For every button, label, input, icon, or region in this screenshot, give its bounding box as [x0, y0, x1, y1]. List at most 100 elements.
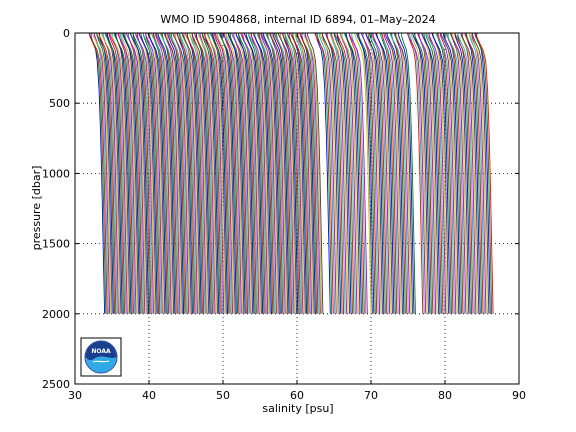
profile-line: [208, 32, 223, 314]
profile-line: [107, 32, 123, 314]
profile-line: [91, 32, 112, 314]
profile-line: [271, 32, 287, 314]
profile-lines: [88, 32, 494, 314]
profile-line: [262, 32, 281, 314]
profile-line: [314, 32, 334, 314]
profile-line: [113, 32, 133, 314]
profile-line: [442, 32, 458, 314]
profile-line: [375, 32, 395, 314]
profile-line: [299, 32, 319, 314]
profile-line: [153, 32, 170, 314]
profile-line: [181, 32, 200, 314]
y-tick-label: 2500: [42, 378, 70, 391]
profile-line: [409, 32, 425, 314]
profile-line: [201, 32, 221, 314]
profile-line: [260, 32, 277, 314]
profile-line: [435, 32, 455, 314]
profile-line: [425, 32, 442, 314]
profile-line: [98, 32, 117, 314]
profile-line: [469, 32, 485, 314]
profile-line: [245, 32, 262, 314]
profile-line: [284, 32, 303, 314]
profile-line: [464, 32, 484, 314]
profile-line: [386, 32, 405, 314]
profile-line: [197, 32, 217, 314]
profile-line: [191, 32, 210, 314]
profile-line: [119, 32, 136, 314]
profile-line: [297, 32, 313, 314]
x-tick-label: 70: [364, 389, 378, 402]
profile-line: [468, 32, 488, 314]
profile-line: [186, 32, 203, 314]
y-tick-label: 500: [49, 97, 70, 110]
profile-line: [172, 32, 192, 314]
profile-line: [273, 32, 292, 314]
profile-line: [454, 32, 474, 314]
profile-line: [125, 32, 146, 314]
profile-line: [163, 32, 183, 314]
profile-line: [260, 32, 280, 314]
x-axis-label: salinity [psu]: [262, 402, 333, 415]
profile-line: [370, 32, 389, 314]
x-tick-label: 30: [68, 389, 82, 402]
profile-line: [449, 32, 470, 314]
profile-line: [324, 32, 345, 314]
profile-line: [100, 32, 121, 314]
profile-line: [351, 32, 367, 314]
y-tick-label: 1500: [42, 238, 70, 251]
profile-line: [140, 32, 157, 314]
profile-line: [231, 32, 251, 314]
profile-line: [451, 32, 468, 314]
profile-line: [179, 32, 195, 314]
profile-line: [395, 32, 412, 314]
profile-line: [167, 32, 185, 314]
profile-line: [460, 32, 478, 314]
profile-line: [329, 32, 349, 314]
x-tick-label: 40: [142, 389, 156, 402]
profile-line: [135, 32, 154, 314]
profile-line: [122, 32, 141, 314]
axes: [74, 32, 520, 385]
profile-line: [176, 32, 196, 314]
profile-line: [129, 32, 149, 314]
noaa-logo: NOAA: [80, 337, 122, 377]
profile-line: [159, 32, 180, 314]
profile-line: [331, 32, 348, 314]
profile-line: [401, 32, 416, 314]
profile-line: [212, 32, 228, 314]
profile-line: [439, 32, 457, 314]
profile-line: [292, 32, 309, 314]
profile-line: [437, 32, 454, 314]
profile-line: [457, 32, 473, 314]
profile-line: [274, 32, 294, 314]
grid-lines: [75, 33, 519, 384]
profile-line: [410, 32, 428, 314]
profile-line: [421, 32, 441, 314]
profile-line: [225, 32, 241, 314]
profile-line: [132, 32, 151, 314]
profile-line: [201, 32, 218, 314]
profile-line: [145, 32, 163, 314]
profile-line: [181, 32, 201, 314]
profile-line: [336, 32, 352, 314]
profile-line: [428, 32, 444, 314]
profile-line: [272, 32, 290, 314]
profile-line: [294, 32, 311, 314]
profile-line: [199, 32, 216, 314]
profile-line: [322, 32, 337, 314]
profile-line: [155, 32, 172, 314]
profile-line: [348, 32, 368, 314]
profile-line: [431, 32, 451, 314]
profile-line: [460, 32, 480, 314]
x-tick-label: 90: [512, 389, 526, 402]
profile-line: [296, 32, 315, 314]
profile-line: [386, 32, 402, 314]
profile-line: [389, 32, 409, 314]
profile-line: [265, 32, 285, 314]
profile-line: [203, 32, 222, 314]
profile-line: [184, 32, 205, 314]
profile-line: [109, 32, 128, 314]
y-axis-label: pressure [dbar]: [30, 166, 43, 251]
profile-line: [306, 32, 324, 314]
profile-line: [426, 32, 445, 314]
